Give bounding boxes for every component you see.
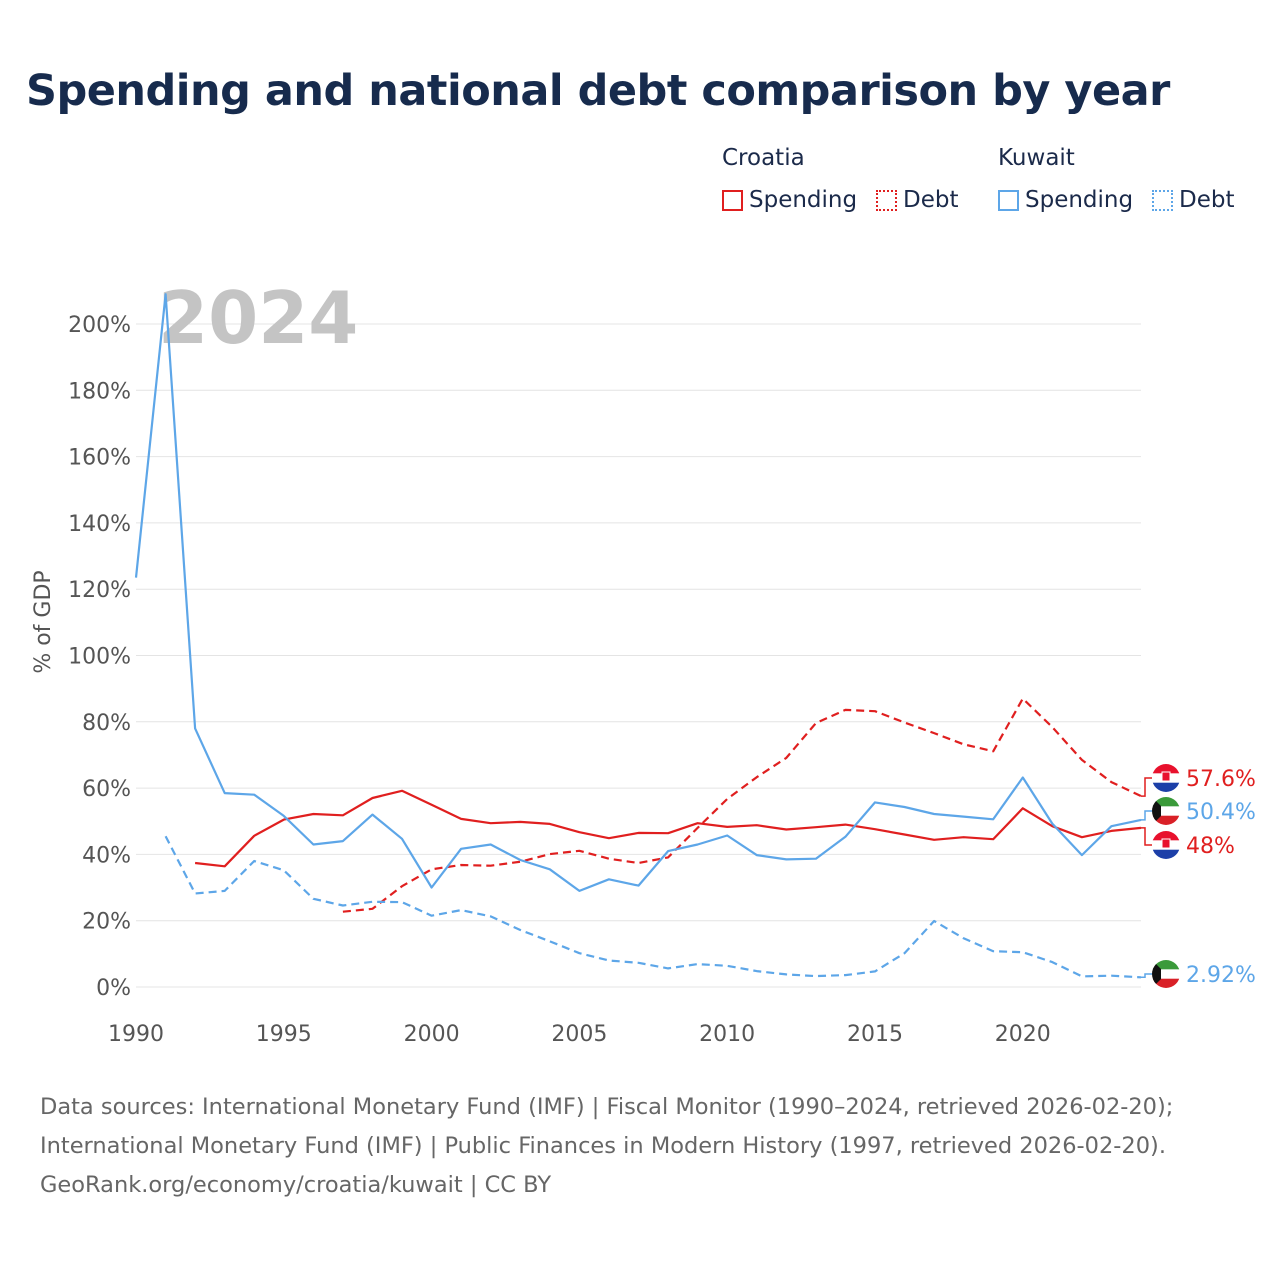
y-axis: 0% 20% 40% 60% 80% 100% 120% 140% 160% 180% 200%: [68, 313, 131, 1001]
y-axis-label: % of GDP: [31, 570, 56, 673]
source-line-3: GeoRank.org/economy/croatia/kuwait | CC …: [40, 1172, 552, 1198]
legend-swatch-solid-icon: [998, 189, 1019, 211]
x-tick-label: 2020: [995, 1022, 1051, 1047]
series-line-croatia-spending[interactable]: [194, 789, 1142, 868]
kuwait-flag-icon: [1152, 797, 1180, 825]
legend-kuwait-spending[interactable]: Spending: [998, 187, 1133, 213]
end-label-croatia-debt: 57.6%: [1141, 764, 1256, 797]
kuwait-flag-icon: [1152, 960, 1180, 988]
series-lines: [134, 293, 1142, 979]
legend-swatch-dotted-icon: [876, 189, 897, 211]
y-tick-label: 120%: [68, 578, 131, 603]
end-value-label: 50.4%: [1186, 800, 1256, 825]
legend-label: Debt: [1179, 187, 1235, 213]
chart-title: Spending and national debt comparison by…: [26, 66, 1170, 116]
footer: Data sources: International Monetary Fun…: [40, 1088, 1260, 1205]
y-tick-label: 60%: [82, 777, 131, 802]
x-tick-label: 1990: [108, 1022, 164, 1047]
series-line-kuwait-spending[interactable]: [134, 293, 1142, 892]
y-tick-label: 100%: [68, 645, 131, 670]
series-line-kuwait-debt[interactable]: [164, 835, 1142, 979]
legend-label: Spending: [749, 187, 858, 213]
x-tick-label: 2010: [699, 1022, 755, 1047]
x-tick-label: 1995: [256, 1022, 312, 1047]
legend-croatia-spending[interactable]: Spending: [722, 187, 857, 213]
y-tick-label: 160%: [68, 446, 131, 471]
end-value-label: 48%: [1186, 834, 1235, 859]
legend-kuwait-debt[interactable]: Debt: [1152, 187, 1234, 213]
y-tick-label: 140%: [68, 512, 131, 537]
y-tick-label: 200%: [68, 313, 131, 338]
croatia-flag-icon: [1152, 764, 1180, 792]
legend-swatch-dotted-icon: [1152, 189, 1173, 211]
y-tick-label: 20%: [82, 910, 131, 935]
legend-group-croatia: Croatia: [722, 145, 805, 171]
end-value-label: 57.6%: [1186, 767, 1256, 792]
end-label-kuwait-spending: 50.4%: [1141, 797, 1256, 825]
series-line-croatia-debt[interactable]: [342, 697, 1142, 913]
gridlines: [136, 323, 1141, 988]
end-label-kuwait-debt: 2.92%: [1141, 960, 1256, 988]
legend-label: Spending: [1025, 187, 1134, 213]
end-label-croatia-spending: 48%: [1141, 827, 1235, 859]
legend-croatia-debt[interactable]: Debt: [876, 187, 958, 213]
source-line-1: Data sources: International Monetary Fun…: [40, 1094, 1174, 1120]
y-tick-label: 0%: [96, 976, 131, 1001]
end-value-label: 2.92%: [1186, 963, 1256, 988]
y-tick-label: 80%: [82, 711, 131, 736]
year-watermark: 2024: [158, 276, 358, 360]
croatia-flag-icon: [1152, 831, 1180, 859]
y-tick-label: 40%: [82, 843, 131, 868]
y-tick-label: 180%: [68, 379, 131, 404]
x-tick-label: 2000: [404, 1022, 460, 1047]
end-labels: 48% 57.6% 50.4% 2.92%: [1141, 764, 1256, 988]
x-tick-label: 2015: [847, 1022, 903, 1047]
legend-label: Debt: [903, 187, 959, 213]
source-line-2: International Monetary Fund (IMF) | Publ…: [40, 1133, 1166, 1159]
line-chart: 2024 0% 20% 40% 60% 80% 100% 120% 140% 160% 180% 2…: [31, 276, 1256, 1047]
x-tick-label: 2005: [551, 1022, 607, 1047]
legend-group-kuwait: Kuwait: [998, 145, 1075, 171]
legend-swatch-solid-icon: [722, 189, 743, 211]
x-axis: 1990 1995 2000 2005 2010 2015 2020: [108, 1022, 1051, 1047]
